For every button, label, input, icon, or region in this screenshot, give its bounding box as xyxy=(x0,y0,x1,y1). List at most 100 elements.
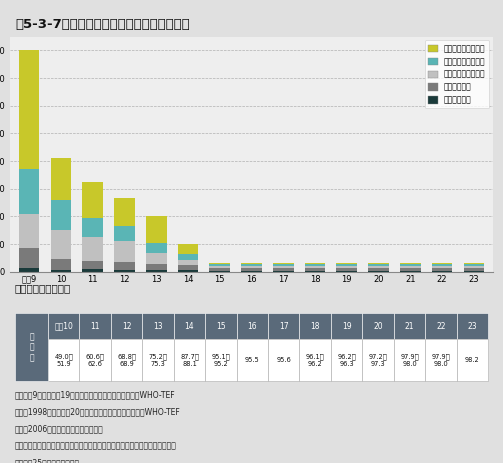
Bar xyxy=(19,169,39,214)
Bar xyxy=(337,270,357,272)
Bar xyxy=(19,50,39,169)
Text: （2006）を用いた値で表示した。: （2006）を用いた値で表示した。 xyxy=(15,424,104,433)
Bar xyxy=(51,158,71,200)
Bar xyxy=(146,270,166,272)
Bar xyxy=(400,263,421,264)
Bar xyxy=(174,339,205,382)
Bar xyxy=(205,313,236,339)
Bar xyxy=(457,313,488,339)
Bar xyxy=(111,313,142,339)
Bar xyxy=(368,270,389,272)
Text: 平成10: 平成10 xyxy=(54,322,73,331)
Bar xyxy=(82,181,103,218)
Bar xyxy=(111,339,142,382)
Bar xyxy=(241,268,262,270)
Text: 成25年３月）より作成: 成25年３月）より作成 xyxy=(15,458,80,463)
Text: 対平成９年削減割合: 対平成９年削減割合 xyxy=(15,283,71,294)
Bar xyxy=(464,264,484,266)
Legend: 一般廃棄物焼却施設, 産業廃棄物焼却施設, 小型廃棄物焼却炉等, 産業系発生源, その他発生源: 一般廃棄物焼却施設, 産業廃棄物焼却施設, 小型廃棄物焼却炉等, 産業系発生源,… xyxy=(425,40,489,108)
Bar xyxy=(178,244,198,254)
Bar xyxy=(48,313,79,339)
Bar xyxy=(464,263,484,264)
Bar xyxy=(400,264,421,266)
Bar xyxy=(79,313,111,339)
Text: 20: 20 xyxy=(373,322,383,331)
Bar xyxy=(82,269,103,272)
Text: 97.9～
98.0: 97.9～ 98.0 xyxy=(432,353,450,367)
Bar xyxy=(236,339,268,382)
Bar xyxy=(51,230,71,259)
Bar xyxy=(146,264,166,270)
Bar xyxy=(209,264,230,266)
Bar xyxy=(337,266,357,268)
Bar xyxy=(241,270,262,272)
Bar xyxy=(432,263,452,264)
Bar xyxy=(178,260,198,265)
Bar xyxy=(146,216,166,243)
Bar xyxy=(273,268,294,270)
Text: 17: 17 xyxy=(279,322,289,331)
Bar xyxy=(114,262,135,269)
Bar xyxy=(305,263,325,264)
Bar xyxy=(142,339,174,382)
Text: 12: 12 xyxy=(122,322,131,331)
Text: 95.5: 95.5 xyxy=(245,357,260,363)
Bar xyxy=(394,313,425,339)
Bar xyxy=(174,313,205,339)
Bar xyxy=(15,313,48,339)
Bar xyxy=(19,248,39,268)
Text: 18: 18 xyxy=(310,322,320,331)
Bar xyxy=(331,339,362,382)
Bar xyxy=(305,268,325,270)
Bar xyxy=(205,339,236,382)
Text: 16: 16 xyxy=(247,322,257,331)
Bar xyxy=(337,263,357,264)
Text: 95.1～
95.2: 95.1～ 95.2 xyxy=(212,353,230,367)
Bar xyxy=(299,313,331,339)
Bar xyxy=(209,266,230,268)
Text: 23: 23 xyxy=(468,322,477,331)
Bar xyxy=(273,264,294,266)
Bar xyxy=(331,313,362,339)
Bar xyxy=(464,266,484,268)
Text: 14: 14 xyxy=(185,322,194,331)
Bar xyxy=(19,268,39,272)
Text: （1998）を、平成20年以後の排出量は可能な範囲でWHO-TEF: （1998）を、平成20年以後の排出量は可能な範囲でWHO-TEF xyxy=(15,407,181,416)
Bar xyxy=(464,270,484,272)
Bar xyxy=(82,218,103,237)
Bar xyxy=(457,339,488,382)
Bar xyxy=(432,268,452,270)
Bar xyxy=(368,266,389,268)
Text: 68.8～
68.9: 68.8～ 68.9 xyxy=(117,353,136,367)
Bar xyxy=(305,264,325,266)
Bar xyxy=(114,226,135,241)
Text: 60.6～
62.6: 60.6～ 62.6 xyxy=(86,353,105,367)
Bar xyxy=(425,339,457,382)
Bar xyxy=(48,339,79,382)
Bar xyxy=(19,214,39,248)
Bar xyxy=(305,270,325,272)
Text: 75.2～
75.3: 75.2～ 75.3 xyxy=(148,353,167,367)
Text: 97.9～
98.0: 97.9～ 98.0 xyxy=(400,353,419,367)
Bar xyxy=(82,261,103,269)
Bar xyxy=(425,313,457,339)
Bar xyxy=(400,270,421,272)
Bar xyxy=(142,313,174,339)
Bar xyxy=(432,270,452,272)
Text: 11: 11 xyxy=(91,322,100,331)
Bar xyxy=(178,270,198,272)
Bar xyxy=(114,198,135,226)
Bar xyxy=(79,339,111,382)
Text: 49.0～
51.9: 49.0～ 51.9 xyxy=(54,353,73,367)
Bar xyxy=(146,253,166,264)
Bar xyxy=(114,241,135,262)
Text: 97.2～
97.3: 97.2～ 97.3 xyxy=(369,353,387,367)
Bar xyxy=(178,254,198,260)
Text: 15: 15 xyxy=(216,322,226,331)
Bar xyxy=(305,266,325,268)
Text: 19: 19 xyxy=(342,322,352,331)
Bar xyxy=(299,339,331,382)
Bar xyxy=(15,313,48,382)
Bar xyxy=(209,268,230,270)
Text: 87.7～
88.1: 87.7～ 88.1 xyxy=(180,353,199,367)
